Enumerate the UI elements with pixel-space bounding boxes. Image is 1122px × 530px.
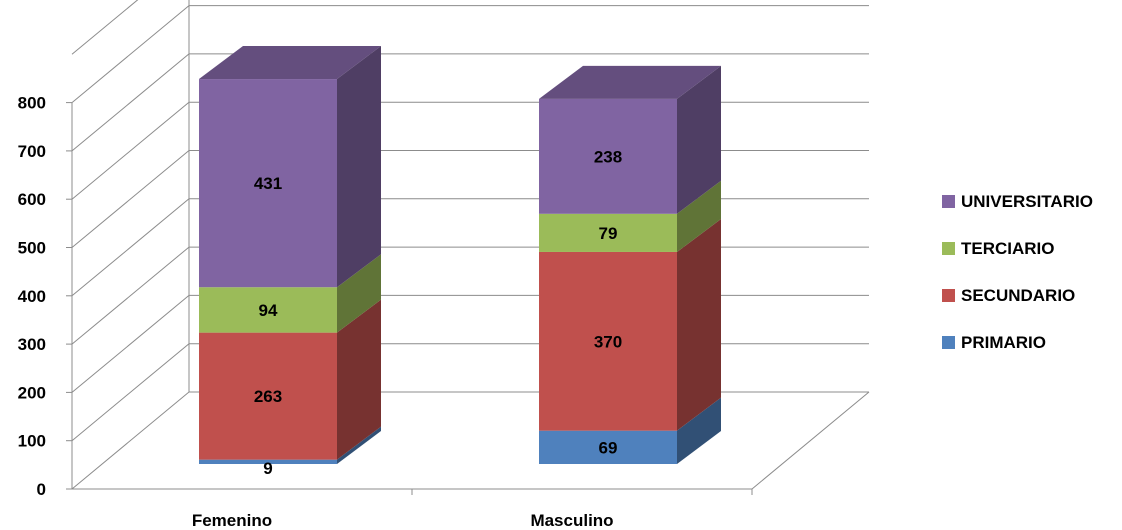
bar-stack (539, 65, 721, 464)
bar-segment (539, 213, 677, 252)
legend-label: TERCIARIO (961, 239, 1055, 258)
legend-label: PRIMARIO (961, 333, 1046, 352)
y-tick-label: 100 (18, 432, 46, 451)
data-label: 263 (254, 387, 282, 406)
x-category-label: Femenino (192, 511, 272, 530)
side-gridline (71, 53, 190, 152)
y-tick-label: 500 (18, 239, 46, 258)
side-gridline (71, 150, 190, 248)
legend-label: SECUNDARIO (961, 286, 1075, 305)
legend-swatch (942, 336, 955, 349)
bar-segment (539, 430, 677, 464)
y-tick-label: 200 (18, 383, 46, 402)
bar-top-face (199, 46, 381, 80)
y-tick-label: 800 (18, 94, 46, 113)
legend-swatch (942, 242, 955, 255)
x-category-label: Masculino (530, 511, 613, 530)
side-gridline (71, 0, 139, 55)
side-gridline (71, 5, 190, 103)
data-label: 9 (263, 459, 272, 478)
y-tick-label: 700 (18, 142, 46, 161)
legend-swatch (942, 195, 955, 208)
gridlines (71, 0, 870, 490)
bar-segment (199, 287, 337, 333)
data-label: 431 (254, 174, 282, 193)
floor-edge (751, 391, 870, 490)
y-tick-label: 400 (18, 287, 46, 306)
bar-segment (199, 332, 337, 460)
bar-segment (199, 459, 337, 464)
side-gridline (71, 101, 190, 200)
side-gridline (71, 246, 190, 345)
y-tick-label: 0 (37, 480, 46, 499)
bar-stack (199, 46, 381, 464)
bar-segment-side (337, 299, 381, 460)
bar-segment-side (337, 254, 381, 333)
bar-segment-side (677, 218, 721, 431)
side-gridline (71, 343, 190, 442)
side-gridline (71, 391, 190, 490)
bar-segment-side (337, 426, 381, 464)
side-gridline (71, 295, 190, 393)
bar-segment (539, 98, 677, 214)
bar-segment (199, 79, 337, 288)
y-tick-label: 300 (18, 335, 46, 354)
legend-swatch (942, 289, 955, 302)
legend-label: UNIVERSITARIO (961, 192, 1093, 211)
bar-top-face (539, 65, 721, 99)
side-gridline (71, 198, 190, 297)
legend: UNIVERSITARIO TERCIARIO SECUNDARIO PRIMARIO (942, 192, 1093, 352)
data-label: 94 (259, 301, 278, 320)
data-label: 370 (594, 332, 622, 351)
bar-segment-side (337, 46, 381, 288)
data-label: 238 (594, 147, 622, 166)
y-tick-label: 600 (18, 190, 46, 209)
bar-segment-side (677, 65, 721, 214)
bar-segment-side (677, 397, 721, 464)
data-label: 79 (599, 224, 618, 243)
bar-segment-side (677, 180, 721, 252)
bar-segment (539, 251, 677, 431)
data-label: 69 (599, 438, 618, 457)
